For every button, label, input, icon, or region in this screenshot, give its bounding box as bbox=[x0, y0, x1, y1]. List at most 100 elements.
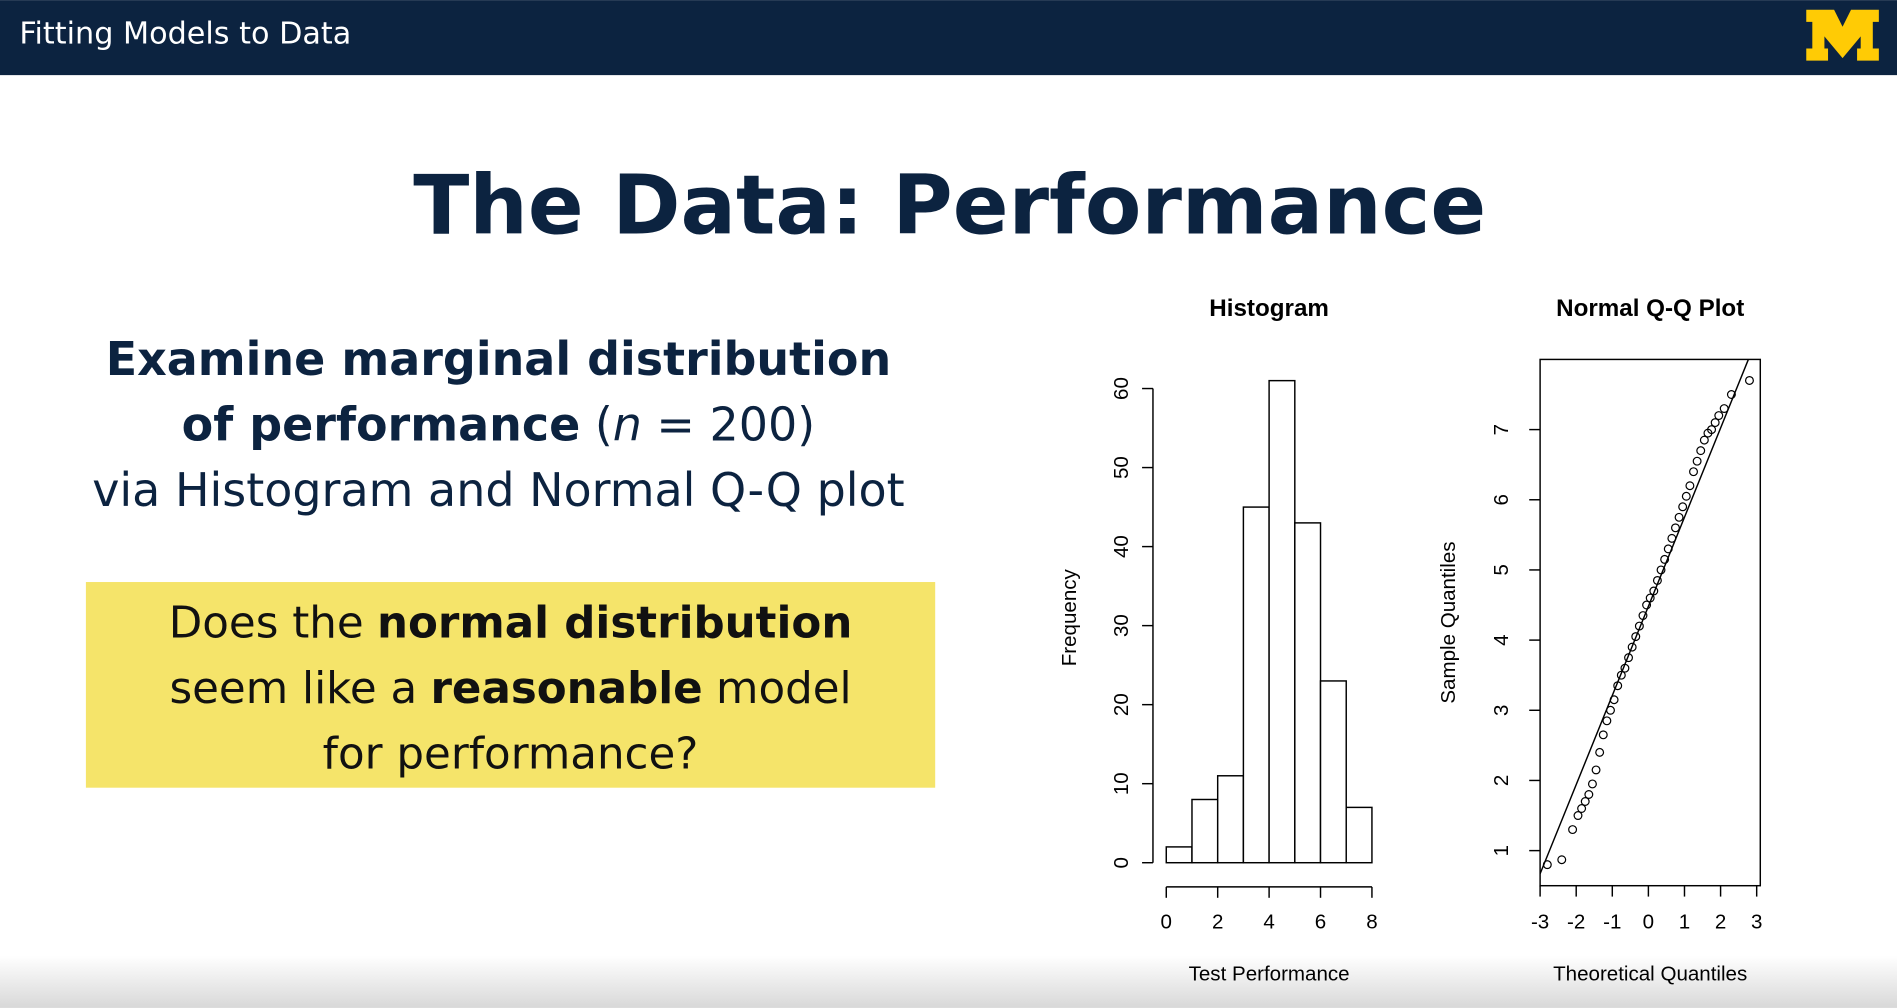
point bbox=[1678, 502, 1688, 512]
question-bold: normal distribution bbox=[377, 599, 852, 649]
point bbox=[1577, 804, 1587, 813]
y-tick-label: 1 bbox=[1490, 845, 1513, 856]
x-tick-label: 3 bbox=[1751, 911, 1762, 934]
intro-bold: of performance bbox=[182, 397, 581, 451]
point bbox=[1699, 435, 1709, 445]
question-text: Does the bbox=[169, 599, 364, 649]
point bbox=[1631, 632, 1641, 642]
x-tick-label: 2 bbox=[1715, 911, 1726, 934]
point bbox=[1580, 797, 1590, 806]
bar bbox=[1165, 846, 1193, 864]
x-axis-label: Test Performance bbox=[1189, 963, 1350, 986]
point bbox=[1652, 575, 1662, 585]
header-title: Fitting Models to Data bbox=[19, 17, 351, 52]
point bbox=[1707, 425, 1717, 435]
point bbox=[1638, 611, 1648, 621]
question-text: seem like a bbox=[169, 664, 417, 714]
question-box bbox=[85, 582, 936, 788]
point bbox=[1663, 544, 1673, 554]
point bbox=[1616, 670, 1626, 680]
bar bbox=[1294, 522, 1322, 864]
x-tick-label: 2 bbox=[1212, 911, 1223, 934]
point bbox=[1710, 418, 1720, 428]
x-tick-label: 4 bbox=[1263, 911, 1274, 934]
y-tick-label: 0 bbox=[1110, 857, 1133, 868]
bar bbox=[1242, 506, 1270, 864]
intro-line: of performance (n = 200) bbox=[182, 397, 816, 451]
point bbox=[1692, 456, 1702, 466]
point bbox=[1696, 446, 1706, 456]
point bbox=[1645, 593, 1655, 603]
point bbox=[1719, 404, 1729, 414]
question-text: model bbox=[716, 664, 852, 714]
point bbox=[1681, 491, 1691, 501]
y-tick-label: 30 bbox=[1110, 614, 1133, 637]
x-tick-label: -3 bbox=[1531, 911, 1549, 934]
intro-n: n bbox=[613, 397, 642, 451]
intro-text: ( bbox=[595, 397, 613, 451]
point bbox=[1714, 411, 1724, 421]
point bbox=[1674, 512, 1684, 522]
point bbox=[1634, 621, 1644, 631]
chart-title: Normal Q-Q Plot bbox=[1556, 295, 1744, 322]
y-tick-label: 5 bbox=[1490, 564, 1513, 575]
plot-frame bbox=[1539, 358, 1762, 887]
point bbox=[1595, 747, 1605, 757]
question-line: seem like a reasonable model bbox=[169, 664, 851, 714]
x-axis-label: Theoretical Quantiles bbox=[1553, 963, 1747, 986]
point bbox=[1568, 825, 1578, 835]
header-bar bbox=[0, 0, 1897, 76]
y-tick-label: 20 bbox=[1110, 693, 1133, 716]
y-axis-label: Frequency bbox=[1058, 568, 1081, 666]
point bbox=[1557, 855, 1567, 865]
point bbox=[1627, 642, 1637, 652]
y-tick-label: 2 bbox=[1490, 775, 1513, 786]
x-tick-label: 8 bbox=[1366, 911, 1377, 934]
logo bbox=[1806, 9, 1879, 61]
point bbox=[1689, 467, 1698, 477]
point bbox=[1726, 390, 1736, 399]
point bbox=[1602, 716, 1612, 726]
y-tick-label: 50 bbox=[1110, 456, 1133, 479]
x-tick-label: -2 bbox=[1567, 911, 1585, 934]
x-tick-label: 6 bbox=[1315, 911, 1326, 934]
point bbox=[1542, 860, 1552, 870]
point bbox=[1584, 790, 1594, 799]
point bbox=[1660, 554, 1670, 564]
point bbox=[1591, 765, 1601, 775]
y-tick-label: 7 bbox=[1490, 424, 1513, 435]
point bbox=[1624, 653, 1634, 663]
point bbox=[1573, 811, 1583, 821]
question-line: Does the normal distribution bbox=[169, 599, 853, 649]
x-tick-label: 0 bbox=[1643, 911, 1654, 934]
point bbox=[1685, 481, 1695, 491]
y-axis-label: Sample Quantiles bbox=[1437, 541, 1460, 703]
point bbox=[1642, 600, 1652, 610]
point bbox=[1609, 695, 1619, 705]
point bbox=[1656, 565, 1666, 575]
bar bbox=[1345, 806, 1373, 864]
point bbox=[1613, 681, 1623, 691]
reference-line bbox=[1540, 359, 1750, 875]
question-bold: reasonable bbox=[430, 664, 702, 714]
y-tick-label: 6 bbox=[1490, 494, 1513, 505]
point bbox=[1744, 376, 1754, 385]
chart-title: Histogram bbox=[1209, 295, 1329, 322]
question-line: for performance? bbox=[323, 729, 699, 779]
x-tick-label: 1 bbox=[1679, 911, 1690, 934]
point bbox=[1620, 663, 1630, 673]
point bbox=[1606, 705, 1615, 715]
slide-title: The Data: Performance bbox=[413, 159, 1486, 254]
bar bbox=[1319, 680, 1347, 864]
point bbox=[1587, 779, 1597, 789]
intro-text: = 200) bbox=[656, 397, 815, 451]
point bbox=[1598, 730, 1608, 740]
y-tick-label: 10 bbox=[1110, 772, 1133, 795]
point bbox=[1667, 533, 1677, 543]
bottom-fade bbox=[0, 955, 1897, 1008]
charts: Histogram Test Performance Frequency 0 2 4 6 8 0… bbox=[1058, 295, 1762, 985]
x-tick-label: -1 bbox=[1603, 911, 1621, 934]
bar bbox=[1216, 775, 1245, 864]
